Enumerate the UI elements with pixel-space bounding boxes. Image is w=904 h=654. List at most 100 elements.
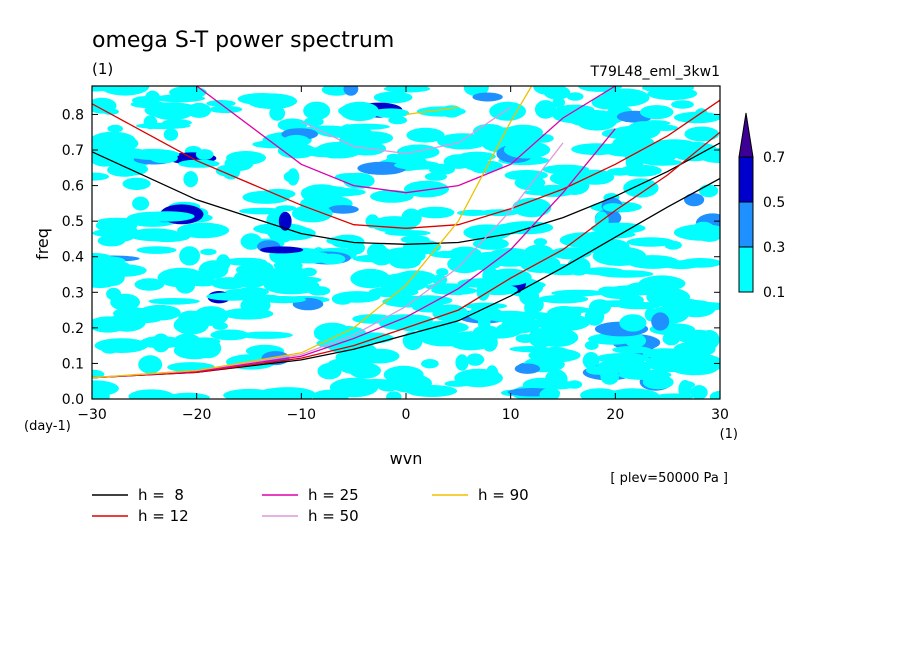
contour-blob	[371, 108, 410, 118]
contour-blob	[312, 389, 349, 399]
contour-blob	[406, 127, 445, 143]
contour-blob	[386, 391, 402, 399]
series-line-h-8-kelvin	[92, 177, 720, 379]
contour-blob	[618, 369, 672, 380]
contour-blob	[327, 205, 359, 214]
contour-blob	[512, 197, 552, 218]
contour-blob	[404, 180, 449, 198]
contour-blob	[166, 392, 210, 399]
contour-blob	[590, 222, 646, 234]
contour-blob	[92, 380, 119, 397]
contour-blob	[658, 144, 682, 159]
y-axis-unit: (day-1)	[24, 419, 71, 434]
contour-blob	[206, 292, 259, 301]
dispersion-curves	[92, 86, 720, 379]
contour-blob	[368, 286, 419, 298]
contour-blob	[97, 217, 136, 224]
contour-blob	[303, 101, 331, 121]
colorbar-swatch	[738, 246, 754, 293]
contour-blob	[651, 312, 670, 331]
contour-blob	[92, 136, 112, 150]
series-line-h-25-gravity	[196, 86, 616, 194]
y-tick-label: 0.5	[62, 214, 84, 230]
axes: −30 −20 −10 0 10 20 30 0.0 0.1 0.2 0.3 0.4 0.5 0.6 0.7…	[62, 86, 729, 423]
contour-blob	[226, 151, 266, 165]
contour-blob	[173, 315, 209, 335]
contour-blob	[597, 270, 654, 278]
contour-blob	[545, 369, 568, 389]
contour-blob	[283, 134, 310, 147]
contour-blob	[607, 167, 633, 176]
y-tick-label: 0.7	[62, 143, 84, 159]
contour-blob	[122, 177, 151, 190]
contour-blob	[684, 193, 705, 207]
contour-blob	[304, 117, 324, 127]
contour-blob	[106, 287, 122, 301]
contour-blob	[269, 105, 286, 121]
colorbar: 0.1 0.3 0.5 0.7	[738, 112, 785, 301]
colorbar-label: 0.3	[763, 240, 785, 256]
run-label: T79L48_eml_3kw1	[590, 64, 721, 80]
contour-blob	[623, 178, 659, 198]
contour-blob	[206, 100, 236, 107]
contour-blob	[128, 389, 175, 399]
contour-blob	[472, 237, 509, 250]
x-tick-label: 30	[711, 407, 729, 423]
contour-blob	[566, 380, 583, 389]
contour-blob	[651, 124, 679, 131]
legend-label: h = 8	[138, 486, 184, 504]
y-tick-label: 0.2	[62, 321, 84, 337]
contour-blob	[136, 246, 177, 254]
contour-blob	[223, 388, 276, 399]
contour-blob	[471, 163, 495, 174]
contour-blob	[101, 135, 139, 152]
contour-blob	[388, 373, 432, 393]
contour-blob	[139, 211, 195, 222]
contour-blob	[195, 149, 214, 160]
colorbar-swatch	[738, 156, 754, 203]
contour-blob	[467, 356, 485, 364]
series-line-h-90-gravity	[405, 106, 459, 116]
contour-blob	[619, 294, 644, 306]
contour-blob	[600, 88, 650, 107]
contour-blob	[208, 105, 243, 113]
contour-blob	[260, 246, 304, 254]
series-line-h-90-kelvin	[92, 86, 533, 379]
contour-blob	[538, 294, 589, 304]
contour-blob	[373, 91, 413, 104]
contour-blob	[440, 105, 463, 118]
contour-blob	[291, 204, 333, 223]
contour-blob	[210, 277, 248, 290]
contour-blob	[339, 135, 358, 146]
contour-blob	[200, 248, 217, 256]
contour-blob	[149, 153, 178, 164]
contour-blob	[669, 352, 720, 371]
contour-blob	[614, 125, 659, 136]
contour-blob	[551, 289, 605, 297]
contour-blob	[612, 135, 655, 152]
contour-blob	[463, 302, 508, 310]
contour-blob	[383, 86, 431, 93]
x-tick-label: 0	[402, 407, 411, 423]
contour-blob	[94, 338, 148, 353]
contour-blob	[642, 86, 695, 93]
contour-blob	[519, 287, 540, 306]
colorbar-arrow	[738, 112, 754, 158]
contour-blob	[124, 315, 162, 324]
contour-blob	[317, 363, 342, 380]
x-axis-unit: (1)	[720, 427, 738, 442]
contour-blob	[598, 286, 620, 295]
legend-label: h = 90	[478, 486, 529, 504]
contour-blob	[131, 96, 159, 105]
contour-blob	[654, 393, 694, 399]
contour-blob	[638, 275, 686, 292]
series-line-h-50-gravity	[301, 106, 512, 155]
x-tick-label: 10	[502, 407, 520, 423]
contour-blob	[128, 228, 181, 242]
contour-blob	[100, 86, 150, 96]
chart-title: omega S-T power spectrum	[92, 28, 394, 53]
contour-blob	[486, 268, 532, 286]
contour-blob	[534, 100, 557, 119]
contour-blob	[246, 93, 298, 109]
contour-blob	[566, 92, 584, 101]
